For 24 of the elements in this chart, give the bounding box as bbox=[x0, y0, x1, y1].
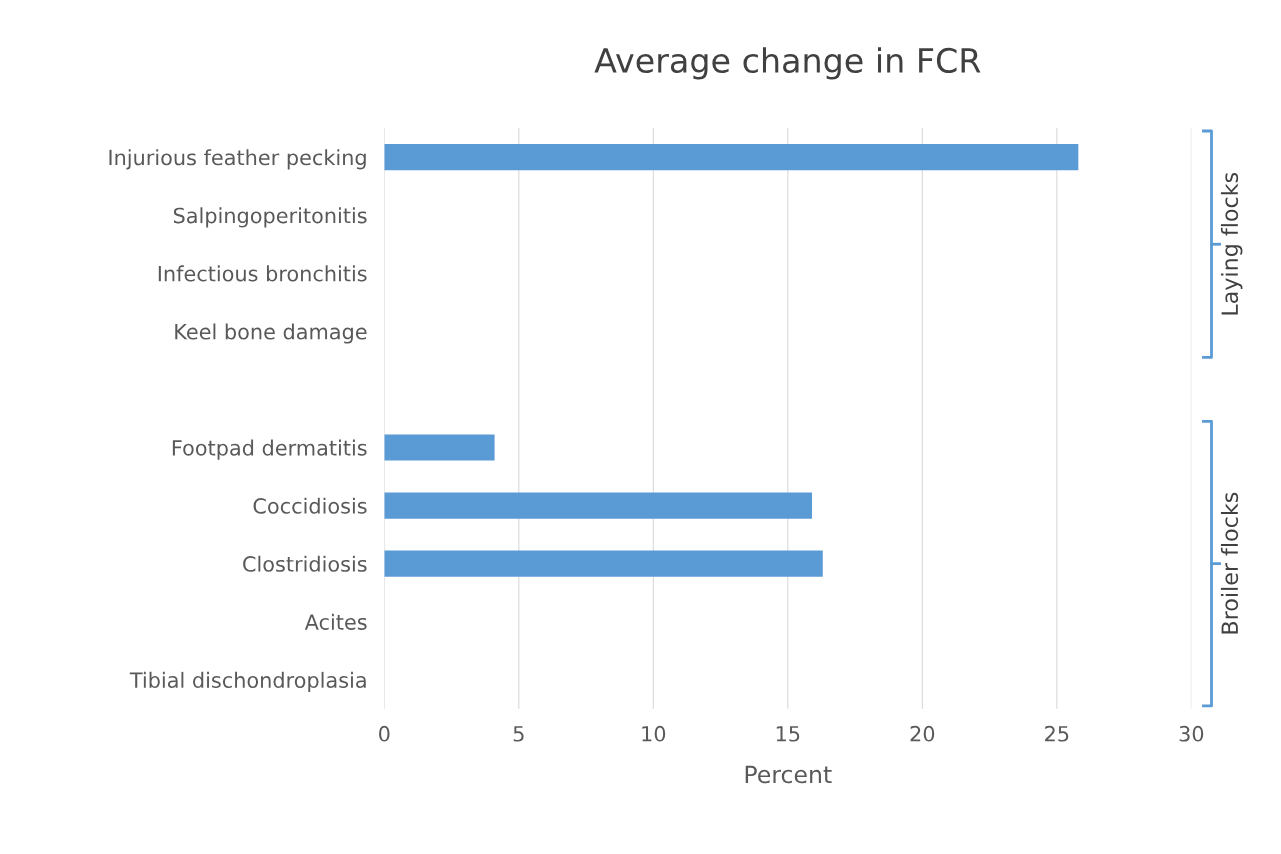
y-tick-label: Infectious bronchitis bbox=[158, 265, 367, 282]
x-tick-label: 30 bbox=[1179, 725, 1204, 742]
chart-title: Average change in FCR bbox=[594, 47, 981, 80]
y-tick-label: Clostridiosis bbox=[243, 555, 367, 572]
bar bbox=[384, 492, 813, 519]
x-axis-title: Percent bbox=[745, 765, 832, 784]
x-tick-label: 10 bbox=[642, 725, 666, 742]
bar bbox=[384, 434, 495, 461]
bar bbox=[384, 550, 823, 577]
x-tick-label: 15 bbox=[776, 726, 800, 742]
y-tick-label: Coccidiosis bbox=[253, 497, 367, 514]
y-tick-label: Salpingoperitonitis bbox=[173, 207, 367, 228]
x-tick-label: 5 bbox=[513, 726, 524, 742]
text: Laying flocks bbox=[1220, 172, 1243, 315]
x-tick-label: 20 bbox=[910, 725, 935, 742]
y-tick-label: Tibial dischondroplasia bbox=[129, 671, 366, 693]
y-tick-label: Acites bbox=[304, 613, 367, 630]
bar bbox=[384, 144, 1079, 171]
y-tick-label: Footpad dermatitis bbox=[172, 439, 367, 460]
text: Broiler flocks bbox=[1220, 492, 1239, 634]
x-tick-label: 25 bbox=[1045, 725, 1069, 742]
x-tick-label: 0 bbox=[379, 725, 390, 742]
y-tick-label: Keel bone damage bbox=[175, 323, 367, 344]
y-tick-label: Injurious feather pecking bbox=[109, 149, 366, 170]
